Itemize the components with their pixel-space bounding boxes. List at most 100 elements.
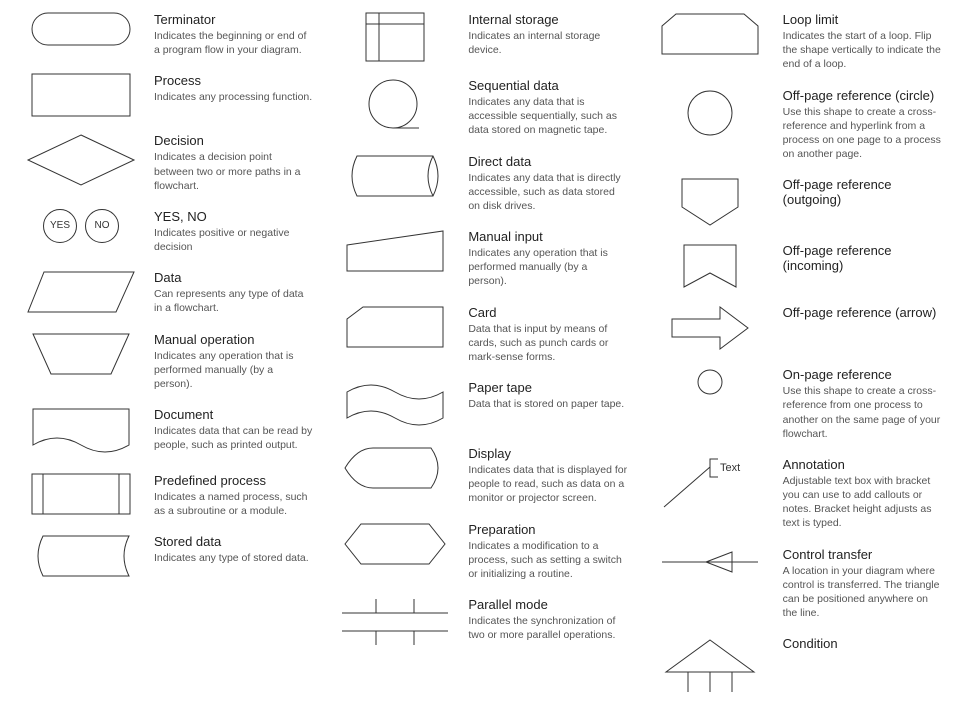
- title: Predefined process: [154, 473, 314, 488]
- loop-limit-icon: [649, 12, 779, 56]
- direct-data-icon: [334, 154, 464, 198]
- symbol-display: Display Indicates data that is displayed…: [334, 446, 628, 506]
- desc: Indicates any operation that is performe…: [154, 349, 314, 392]
- title: Off-page reference (circle): [783, 88, 943, 103]
- annotation-icon: Text: [649, 457, 779, 511]
- desc: Indicates the beginning or end of a prog…: [154, 29, 314, 57]
- title: Manual operation: [154, 332, 314, 347]
- parallel-mode-icon: [334, 597, 464, 647]
- symbol-document: Document Indicates data that can be read…: [20, 407, 314, 457]
- symbol-control-transfer: Control transfer A location in your diag…: [649, 547, 943, 621]
- decision-icon: [20, 133, 150, 187]
- symbol-annotation: Text Annotation Adjustable text box with…: [649, 457, 943, 531]
- symbol-manual-input: Manual input Indicates any operation tha…: [334, 229, 628, 289]
- card-icon: [334, 305, 464, 349]
- desc: Indicates the start of a loop. Flip the …: [783, 29, 943, 72]
- desc: Indicates an internal storage device.: [468, 29, 628, 57]
- no-circle: NO: [85, 209, 119, 243]
- symbol-offpage-circle: Off-page reference (circle) Use this sha…: [649, 88, 943, 162]
- symbol-onpage: On-page reference Use this shape to crea…: [649, 367, 943, 441]
- offpage-circle-icon: [649, 88, 779, 138]
- display-icon: [334, 446, 464, 490]
- title: Condition: [783, 636, 943, 651]
- terminator-icon: [20, 12, 150, 46]
- process-icon: [20, 73, 150, 117]
- desc: Indicates a modification to a process, s…: [468, 539, 628, 582]
- symbol-offpage-incoming: Off-page reference (incoming): [649, 243, 943, 289]
- symbol-terminator: Terminator Indicates the beginning or en…: [20, 12, 314, 57]
- title: Off-page reference (outgoing): [783, 177, 943, 207]
- title: Decision: [154, 133, 314, 148]
- document-icon: [20, 407, 150, 457]
- symbol-stored-data: Stored data Indicates any type of stored…: [20, 534, 314, 578]
- data-icon: [20, 270, 150, 314]
- title: Off-page reference (arrow): [783, 305, 943, 320]
- flowchart-symbol-grid: Terminator Indicates the beginning or en…: [20, 12, 943, 712]
- offpage-arrow-icon: [649, 305, 779, 351]
- predefined-process-icon: [20, 473, 150, 515]
- column-2: Loop limit Indicates the start of a loop…: [649, 12, 943, 712]
- symbol-data: Data Can represents any type of data in …: [20, 270, 314, 315]
- desc: Indicates data that is displayed for peo…: [468, 463, 628, 506]
- yes-circle: YES: [43, 209, 77, 243]
- symbol-direct-data: Direct data Indicates any data that is d…: [334, 154, 628, 214]
- symbol-process: Process Indicates any processing functio…: [20, 73, 314, 117]
- symbol-yesno: YES NO YES, NO Indicates positive or neg…: [20, 209, 314, 254]
- desc: Adjustable text box with bracket you can…: [783, 474, 943, 531]
- symbol-parallel-mode: Parallel mode Indicates the synchronizat…: [334, 597, 628, 647]
- stored-data-icon: [20, 534, 150, 578]
- desc: Can represents any type of data in a flo…: [154, 287, 314, 315]
- title: On-page reference: [783, 367, 943, 382]
- title: Sequential data: [468, 78, 628, 93]
- desc: A location in your diagram where control…: [783, 564, 943, 621]
- title: Stored data: [154, 534, 314, 549]
- internal-storage-icon: [334, 12, 464, 62]
- desc: Indicates data that can be read by peopl…: [154, 424, 314, 452]
- title: Card: [468, 305, 628, 320]
- manual-operation-icon: [20, 332, 150, 376]
- desc: Indicates any operation that is performe…: [468, 246, 628, 289]
- title: Direct data: [468, 154, 628, 169]
- symbol-decision: Decision Indicates a decision point betw…: [20, 133, 314, 193]
- preparation-icon: [334, 522, 464, 566]
- yesno-icon: YES NO: [20, 209, 150, 243]
- column-0: Terminator Indicates the beginning or en…: [20, 12, 314, 712]
- desc: Indicates any type of stored data.: [154, 551, 314, 565]
- desc: Use this shape to create a cross-referen…: [783, 105, 943, 162]
- symbol-paper-tape: Paper tape Data that is stored on paper …: [334, 380, 628, 430]
- symbol-condition: Condition: [649, 636, 943, 696]
- title: Annotation: [783, 457, 943, 472]
- svg-text:Text: Text: [720, 462, 740, 474]
- symbol-offpage-outgoing: Off-page reference (outgoing): [649, 177, 943, 227]
- symbol-predefined-process: Predefined process Indicates a named pro…: [20, 473, 314, 518]
- desc: Indicates positive or negative decision: [154, 226, 314, 254]
- title: Paper tape: [468, 380, 628, 395]
- title: Manual input: [468, 229, 628, 244]
- title: Off-page reference (incoming): [783, 243, 943, 273]
- title: Loop limit: [783, 12, 943, 27]
- onpage-icon: [649, 367, 779, 397]
- desc: Indicates the synchronization of two or …: [468, 614, 628, 642]
- title: Control transfer: [783, 547, 943, 562]
- sequential-data-icon: [334, 78, 464, 132]
- condition-icon: [649, 636, 779, 696]
- desc: Indicates a named process, such as a sub…: [154, 490, 314, 518]
- desc: Data that is stored on paper tape.: [468, 397, 628, 411]
- title: Document: [154, 407, 314, 422]
- desc: Indicates any processing function.: [154, 90, 314, 104]
- symbol-manual-operation: Manual operation Indicates any operation…: [20, 332, 314, 392]
- symbol-offpage-arrow: Off-page reference (arrow): [649, 305, 943, 351]
- title: YES, NO: [154, 209, 314, 224]
- symbol-preparation: Preparation Indicates a modification to …: [334, 522, 628, 582]
- title: Data: [154, 270, 314, 285]
- symbol-card: Card Data that is input by means of card…: [334, 305, 628, 365]
- title: Display: [468, 446, 628, 461]
- symbol-loop-limit: Loop limit Indicates the start of a loop…: [649, 12, 943, 72]
- symbol-internal-storage: Internal storage Indicates an internal s…: [334, 12, 628, 62]
- control-transfer-icon: [649, 547, 779, 577]
- title: Terminator: [154, 12, 314, 27]
- column-1: Internal storage Indicates an internal s…: [334, 12, 628, 712]
- desc: Indicates any data that is accessible se…: [468, 95, 628, 138]
- title: Preparation: [468, 522, 628, 537]
- title: Process: [154, 73, 314, 88]
